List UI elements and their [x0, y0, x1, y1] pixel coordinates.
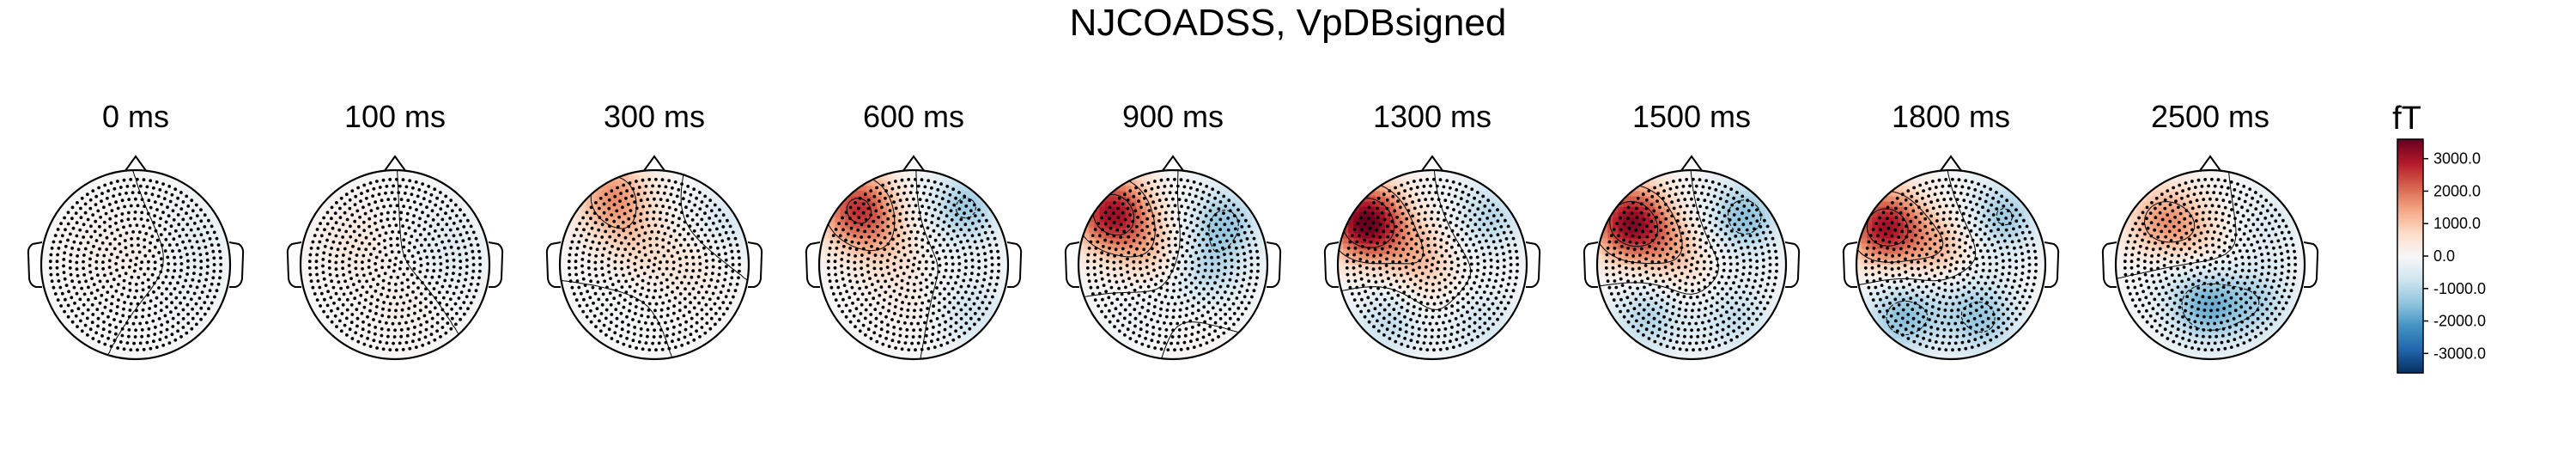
- nose-icon: [124, 155, 148, 173]
- nose-icon: [2198, 155, 2222, 173]
- topomap-8: [2101, 155, 2319, 361]
- topomap-6: [1583, 155, 1801, 361]
- right-ear-icon: [2044, 241, 2060, 288]
- topomap-time-label: 1800 ms: [1892, 99, 2010, 134]
- head-outline: [1336, 168, 1528, 361]
- left-ear-icon: [1842, 241, 1858, 288]
- topomap-time-label: 0 ms: [102, 99, 169, 134]
- topomap-5: [1323, 155, 1541, 361]
- nose-icon: [1161, 155, 1185, 173]
- left-ear-icon: [545, 241, 562, 288]
- left-ear-icon: [1583, 241, 1599, 288]
- nose-icon: [902, 155, 926, 173]
- head-outline: [2114, 168, 2306, 361]
- right-ear-icon: [1784, 241, 1801, 288]
- right-ear-icon: [2303, 241, 2319, 288]
- topomap-time-label: 900 ms: [1122, 99, 1224, 134]
- topomap-time-label: 100 ms: [344, 99, 446, 134]
- nose-icon: [383, 155, 407, 173]
- right-ear-icon: [747, 241, 763, 288]
- topomap-2: [545, 155, 763, 361]
- topomap-7: [1842, 155, 2060, 361]
- colorbar-tick-label: 1000.0: [2433, 215, 2481, 232]
- head-outline: [1077, 168, 1269, 361]
- right-ear-icon: [488, 241, 504, 288]
- nose-icon: [1680, 155, 1704, 173]
- colorbar-tick-label: -3000.0: [2433, 345, 2486, 362]
- sensor-dots: [48, 177, 223, 352]
- right-ear-icon: [1266, 241, 1282, 288]
- topomap-time-label: 1500 ms: [1632, 99, 1751, 134]
- colorbar-unit-label: fT: [2392, 101, 2421, 137]
- sensor-dots: [567, 177, 742, 352]
- sensor-dots: [1863, 177, 2038, 352]
- topomap-time-label: 1300 ms: [1373, 99, 1492, 134]
- sensor-dots: [307, 177, 483, 352]
- right-ear-icon: [1525, 241, 1541, 288]
- head-outline: [299, 168, 491, 361]
- topomap-time-label: 600 ms: [863, 99, 964, 134]
- colorbar-tick-label: 2000.0: [2433, 182, 2481, 199]
- nose-icon: [1939, 155, 1963, 173]
- topomap-4: [1064, 155, 1282, 361]
- topomap-time-label: 2500 ms: [2151, 99, 2269, 134]
- sensor-dots: [2123, 177, 2298, 352]
- left-ear-icon: [1323, 241, 1340, 288]
- colorbar-tick-label: 0.0: [2433, 247, 2455, 265]
- topomap-3: [805, 155, 1023, 361]
- right-ear-icon: [228, 241, 245, 288]
- sensor-dots: [1345, 177, 1520, 352]
- head-outline: [558, 168, 750, 361]
- left-ear-icon: [27, 241, 43, 288]
- left-ear-icon: [286, 241, 302, 288]
- topomap-0: [27, 155, 245, 361]
- head-outline: [1595, 168, 1788, 361]
- head-outline: [817, 168, 1010, 361]
- head-outline: [1855, 168, 2047, 361]
- sensor-dots: [1604, 177, 1779, 352]
- nose-icon: [642, 155, 666, 173]
- topomap-1: [286, 155, 504, 361]
- sensor-dots: [826, 177, 1001, 352]
- figure-title: NJCOADSS, VpDBsigned: [1069, 2, 1507, 44]
- left-ear-icon: [1064, 241, 1080, 288]
- right-ear-icon: [1006, 241, 1023, 288]
- head-outline: [39, 168, 232, 361]
- colorbar-tick-label: 3000.0: [2433, 150, 2481, 168]
- left-ear-icon: [2101, 241, 2117, 288]
- colorbar: 3000.0 2000.0 1000.0 0.0 -1000.0 -2000.0 -3000…: [2397, 138, 2486, 374]
- sensor-dots: [1085, 177, 1261, 352]
- topomap-time-label: 300 ms: [604, 99, 705, 134]
- colorbar-tick-label: -2000.0: [2433, 313, 2486, 330]
- colorbar-tick-label: -1000.0: [2433, 280, 2486, 297]
- nose-icon: [1420, 155, 1444, 173]
- left-ear-icon: [805, 241, 821, 288]
